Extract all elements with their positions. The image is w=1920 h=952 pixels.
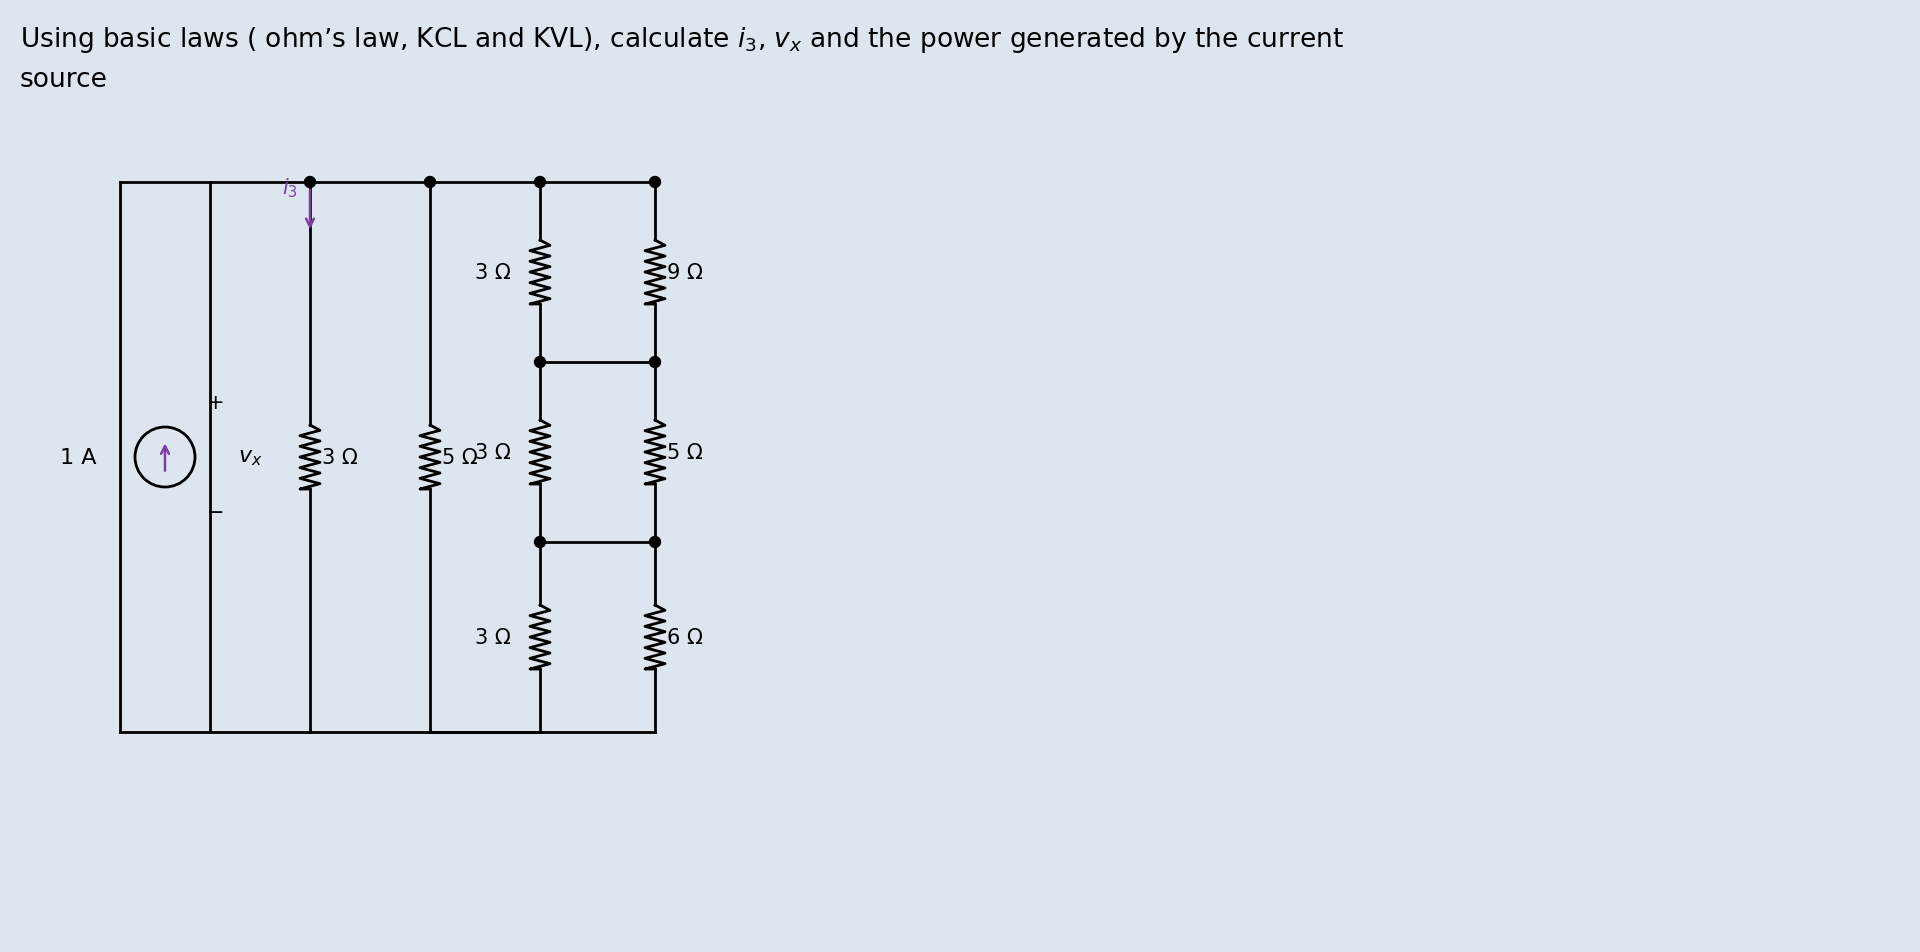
Text: +: +: [207, 392, 225, 412]
Text: Using basic laws ( ohm’s law, KCL and KVL), calculate $i_3$, $v_x$ and the power: Using basic laws ( ohm’s law, KCL and KV…: [19, 25, 1344, 93]
Text: 3 Ω: 3 Ω: [474, 263, 511, 283]
Text: 6 Ω: 6 Ω: [666, 627, 703, 647]
Circle shape: [424, 177, 436, 188]
Text: $i_3$: $i_3$: [282, 176, 298, 200]
Circle shape: [534, 537, 545, 548]
Text: 3 Ω: 3 Ω: [474, 443, 511, 463]
Circle shape: [649, 177, 660, 188]
Circle shape: [305, 177, 315, 188]
Text: 1 A: 1 A: [60, 447, 96, 467]
Text: −: −: [207, 503, 225, 523]
Text: 5 Ω: 5 Ω: [442, 447, 478, 467]
Circle shape: [649, 357, 660, 368]
Circle shape: [534, 177, 545, 188]
Text: 3 Ω: 3 Ω: [474, 627, 511, 647]
Text: $v_x$: $v_x$: [238, 447, 263, 467]
Text: 5 Ω: 5 Ω: [666, 443, 703, 463]
Circle shape: [534, 357, 545, 368]
Circle shape: [649, 537, 660, 548]
Text: 3 Ω: 3 Ω: [323, 447, 357, 467]
Text: 9 Ω: 9 Ω: [666, 263, 703, 283]
